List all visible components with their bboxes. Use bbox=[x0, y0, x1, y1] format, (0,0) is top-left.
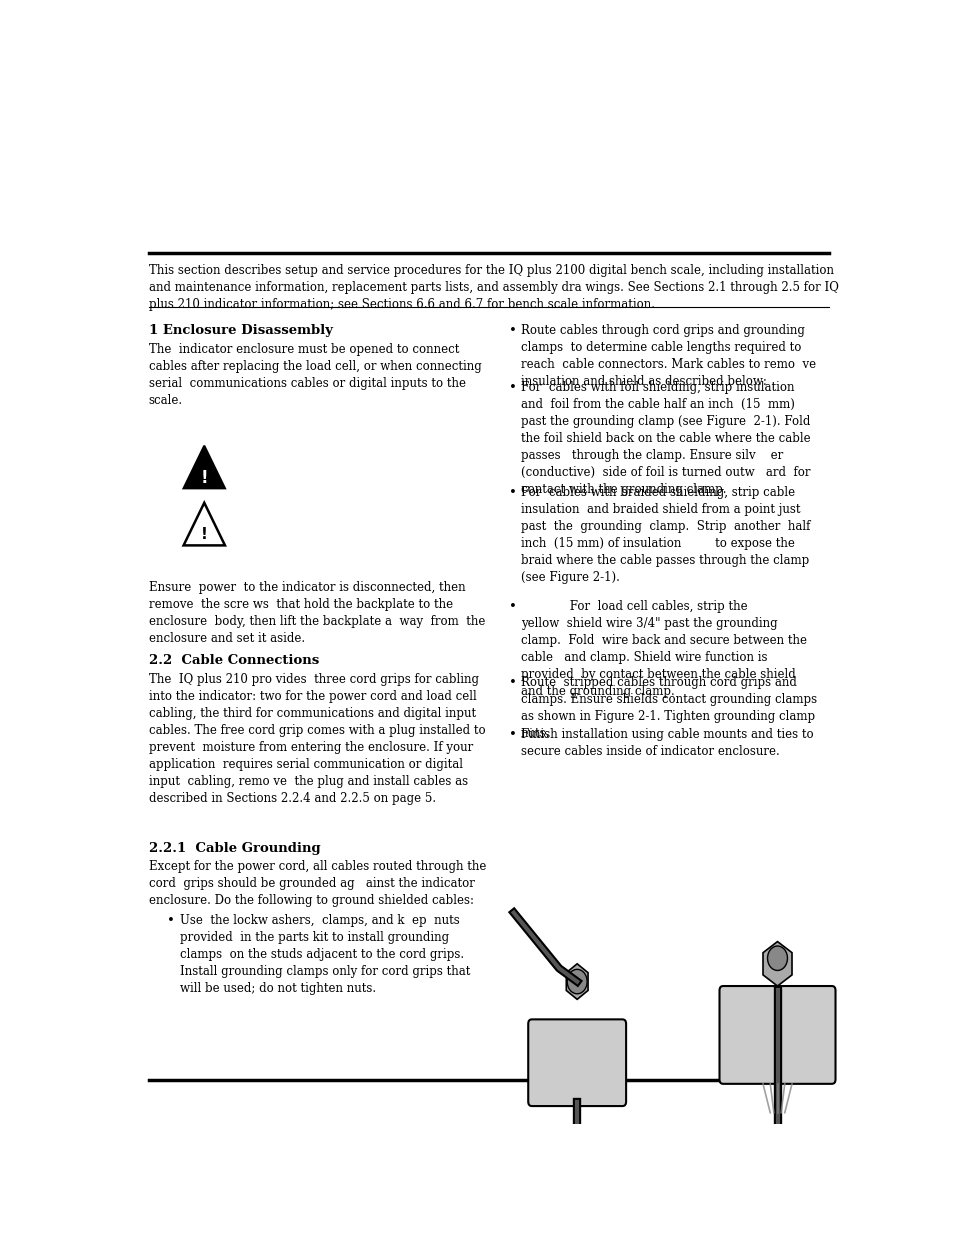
Circle shape bbox=[767, 946, 786, 971]
Text: •: • bbox=[508, 485, 517, 499]
Text: The  indicator enclosure must be opened to connect
cables after replacing the lo: The indicator enclosure must be opened t… bbox=[149, 343, 481, 408]
Polygon shape bbox=[566, 963, 587, 999]
Text: •: • bbox=[508, 324, 517, 337]
Text: •: • bbox=[508, 676, 517, 689]
Text: !: ! bbox=[200, 469, 208, 487]
Text: •: • bbox=[508, 729, 517, 741]
Polygon shape bbox=[183, 503, 225, 546]
Text: Ensure  power  to the indicator is disconnected, then
remove  the scre ws  that : Ensure power to the indicator is disconn… bbox=[149, 580, 485, 645]
Text: !: ! bbox=[201, 527, 208, 542]
Text: Except for the power cord, all cables routed through the
cord  grips should be g: Except for the power cord, all cables ro… bbox=[149, 860, 486, 906]
Text: 2  Cable Connections | 2.1  Cable Grounding: 2 Cable Connections | 2.1 Cable Groundin… bbox=[503, 324, 831, 337]
Text: For  cables with braided shielding, strip cable
insulation  and braided shield f: For cables with braided shielding, strip… bbox=[520, 485, 809, 584]
Text: The  IQ plus 210 pro vides  three cord grips for cabling
into the indicator: two: The IQ plus 210 pro vides three cord gri… bbox=[149, 673, 485, 805]
Circle shape bbox=[567, 969, 586, 994]
Text: Finish installation using cable mounts and ties to
secure cables inside of indic: Finish installation using cable mounts a… bbox=[520, 729, 813, 758]
Text: 2.2  Cable Connections: 2.2 Cable Connections bbox=[149, 655, 318, 667]
Text: For  load cell cables, strip the
yellow  shield wire 3/4" past the grounding
cla: For load cell cables, strip the yellow s… bbox=[520, 600, 806, 698]
Polygon shape bbox=[762, 941, 791, 986]
Polygon shape bbox=[183, 446, 225, 488]
Text: 1 Enclosure Disassembly: 1 Enclosure Disassembly bbox=[149, 324, 333, 337]
Text: For  cables with foil shielding, strip insulation
and  foil from the cable half : For cables with foil shielding, strip in… bbox=[520, 382, 809, 496]
Text: Route  stripped cables through cord grips and
clamps. Ensure shields contact gro: Route stripped cables through cord grips… bbox=[520, 676, 816, 740]
Text: Route cables through cord grips and grounding
clamps  to determine cable lengths: Route cables through cord grips and grou… bbox=[520, 324, 815, 388]
FancyBboxPatch shape bbox=[528, 1019, 625, 1107]
Text: Use  the lockw ashers,  clamps, and k  ep  nuts
provided  in the parts kit to in: Use the lockw ashers, clamps, and k ep n… bbox=[180, 914, 470, 994]
Text: •: • bbox=[508, 382, 517, 394]
Text: 2.2.1  Cable Grounding: 2.2.1 Cable Grounding bbox=[149, 842, 320, 856]
Text: •: • bbox=[508, 600, 517, 613]
FancyBboxPatch shape bbox=[719, 986, 835, 1084]
Text: •: • bbox=[167, 914, 175, 926]
Text: This section describes setup and service procedures for the IQ plus 2100 digital: This section describes setup and service… bbox=[149, 264, 838, 311]
